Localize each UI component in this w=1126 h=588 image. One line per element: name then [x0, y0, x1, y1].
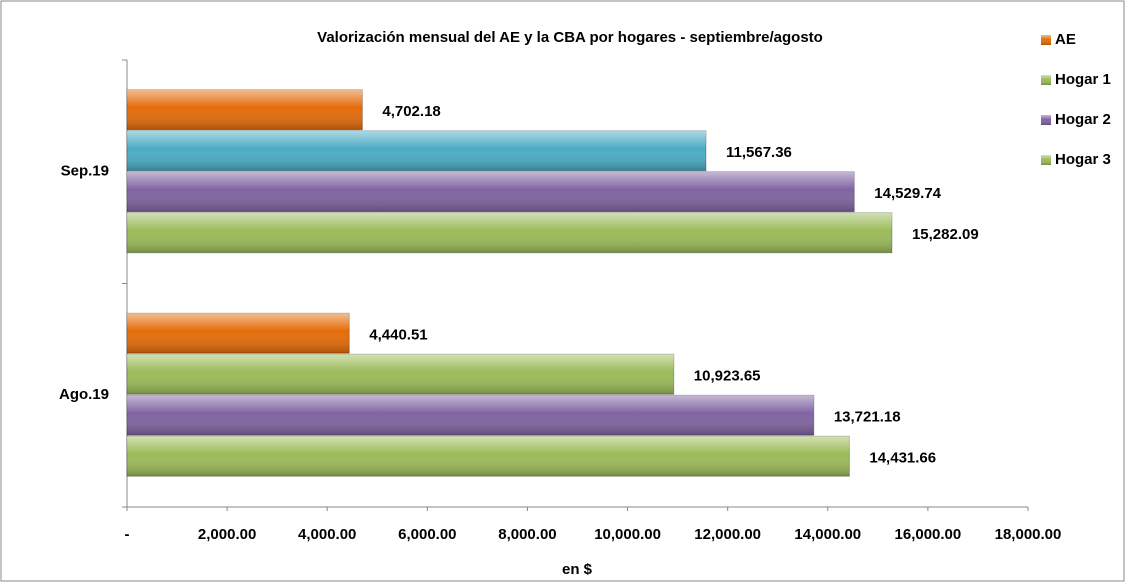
x-tick-label: 2,000.00 [198, 526, 256, 543]
y-tick-label: Sep.19 [61, 163, 109, 180]
legend-swatch-shade [1041, 35, 1051, 45]
value-label: 4,702.18 [382, 103, 440, 120]
legend-swatch-shade [1041, 155, 1051, 165]
x-tick-label: 6,000.00 [398, 526, 456, 543]
x-tick-label: 10,000.00 [594, 526, 661, 543]
bar-shade [127, 130, 707, 171]
x-tick-label: - [125, 526, 130, 543]
value-label: 14,431.66 [869, 450, 936, 467]
legend-label: Hogar 1 [1055, 71, 1111, 88]
x-tick-label: 12,000.00 [694, 526, 761, 543]
value-label: 14,529.74 [874, 185, 941, 202]
bar-shade [127, 436, 850, 477]
bar-shade [127, 171, 855, 212]
value-label: 13,721.18 [834, 409, 901, 426]
bar-shade [127, 313, 350, 354]
legend-label: AE [1055, 31, 1076, 48]
x-tick-label: 14,000.00 [794, 526, 861, 543]
x-tick-label: 8,000.00 [498, 526, 556, 543]
bar-shade [127, 395, 814, 436]
x-tick-label: 16,000.00 [895, 526, 962, 543]
bar-shade [127, 212, 892, 253]
legend-swatch-shade [1041, 75, 1051, 85]
chart-title: Valorización mensual del AE y la CBA por… [317, 29, 823, 46]
legend-label: Hogar 2 [1055, 111, 1111, 128]
x-tick-label: 18,000.00 [995, 526, 1062, 543]
x-tick-label: 4,000.00 [298, 526, 356, 543]
legend-label: Hogar 3 [1055, 151, 1111, 168]
value-label: 15,282.09 [912, 226, 979, 243]
value-label: 4,440.51 [369, 327, 427, 344]
y-tick-label: Ago.19 [59, 386, 109, 403]
bar-shade [127, 89, 363, 130]
value-label: 10,923.65 [694, 368, 761, 385]
legend-swatch-shade [1041, 115, 1051, 125]
bar-shade [127, 354, 674, 395]
value-label: 11,567.36 [726, 144, 792, 161]
x-axis-label: en $ [562, 561, 593, 578]
